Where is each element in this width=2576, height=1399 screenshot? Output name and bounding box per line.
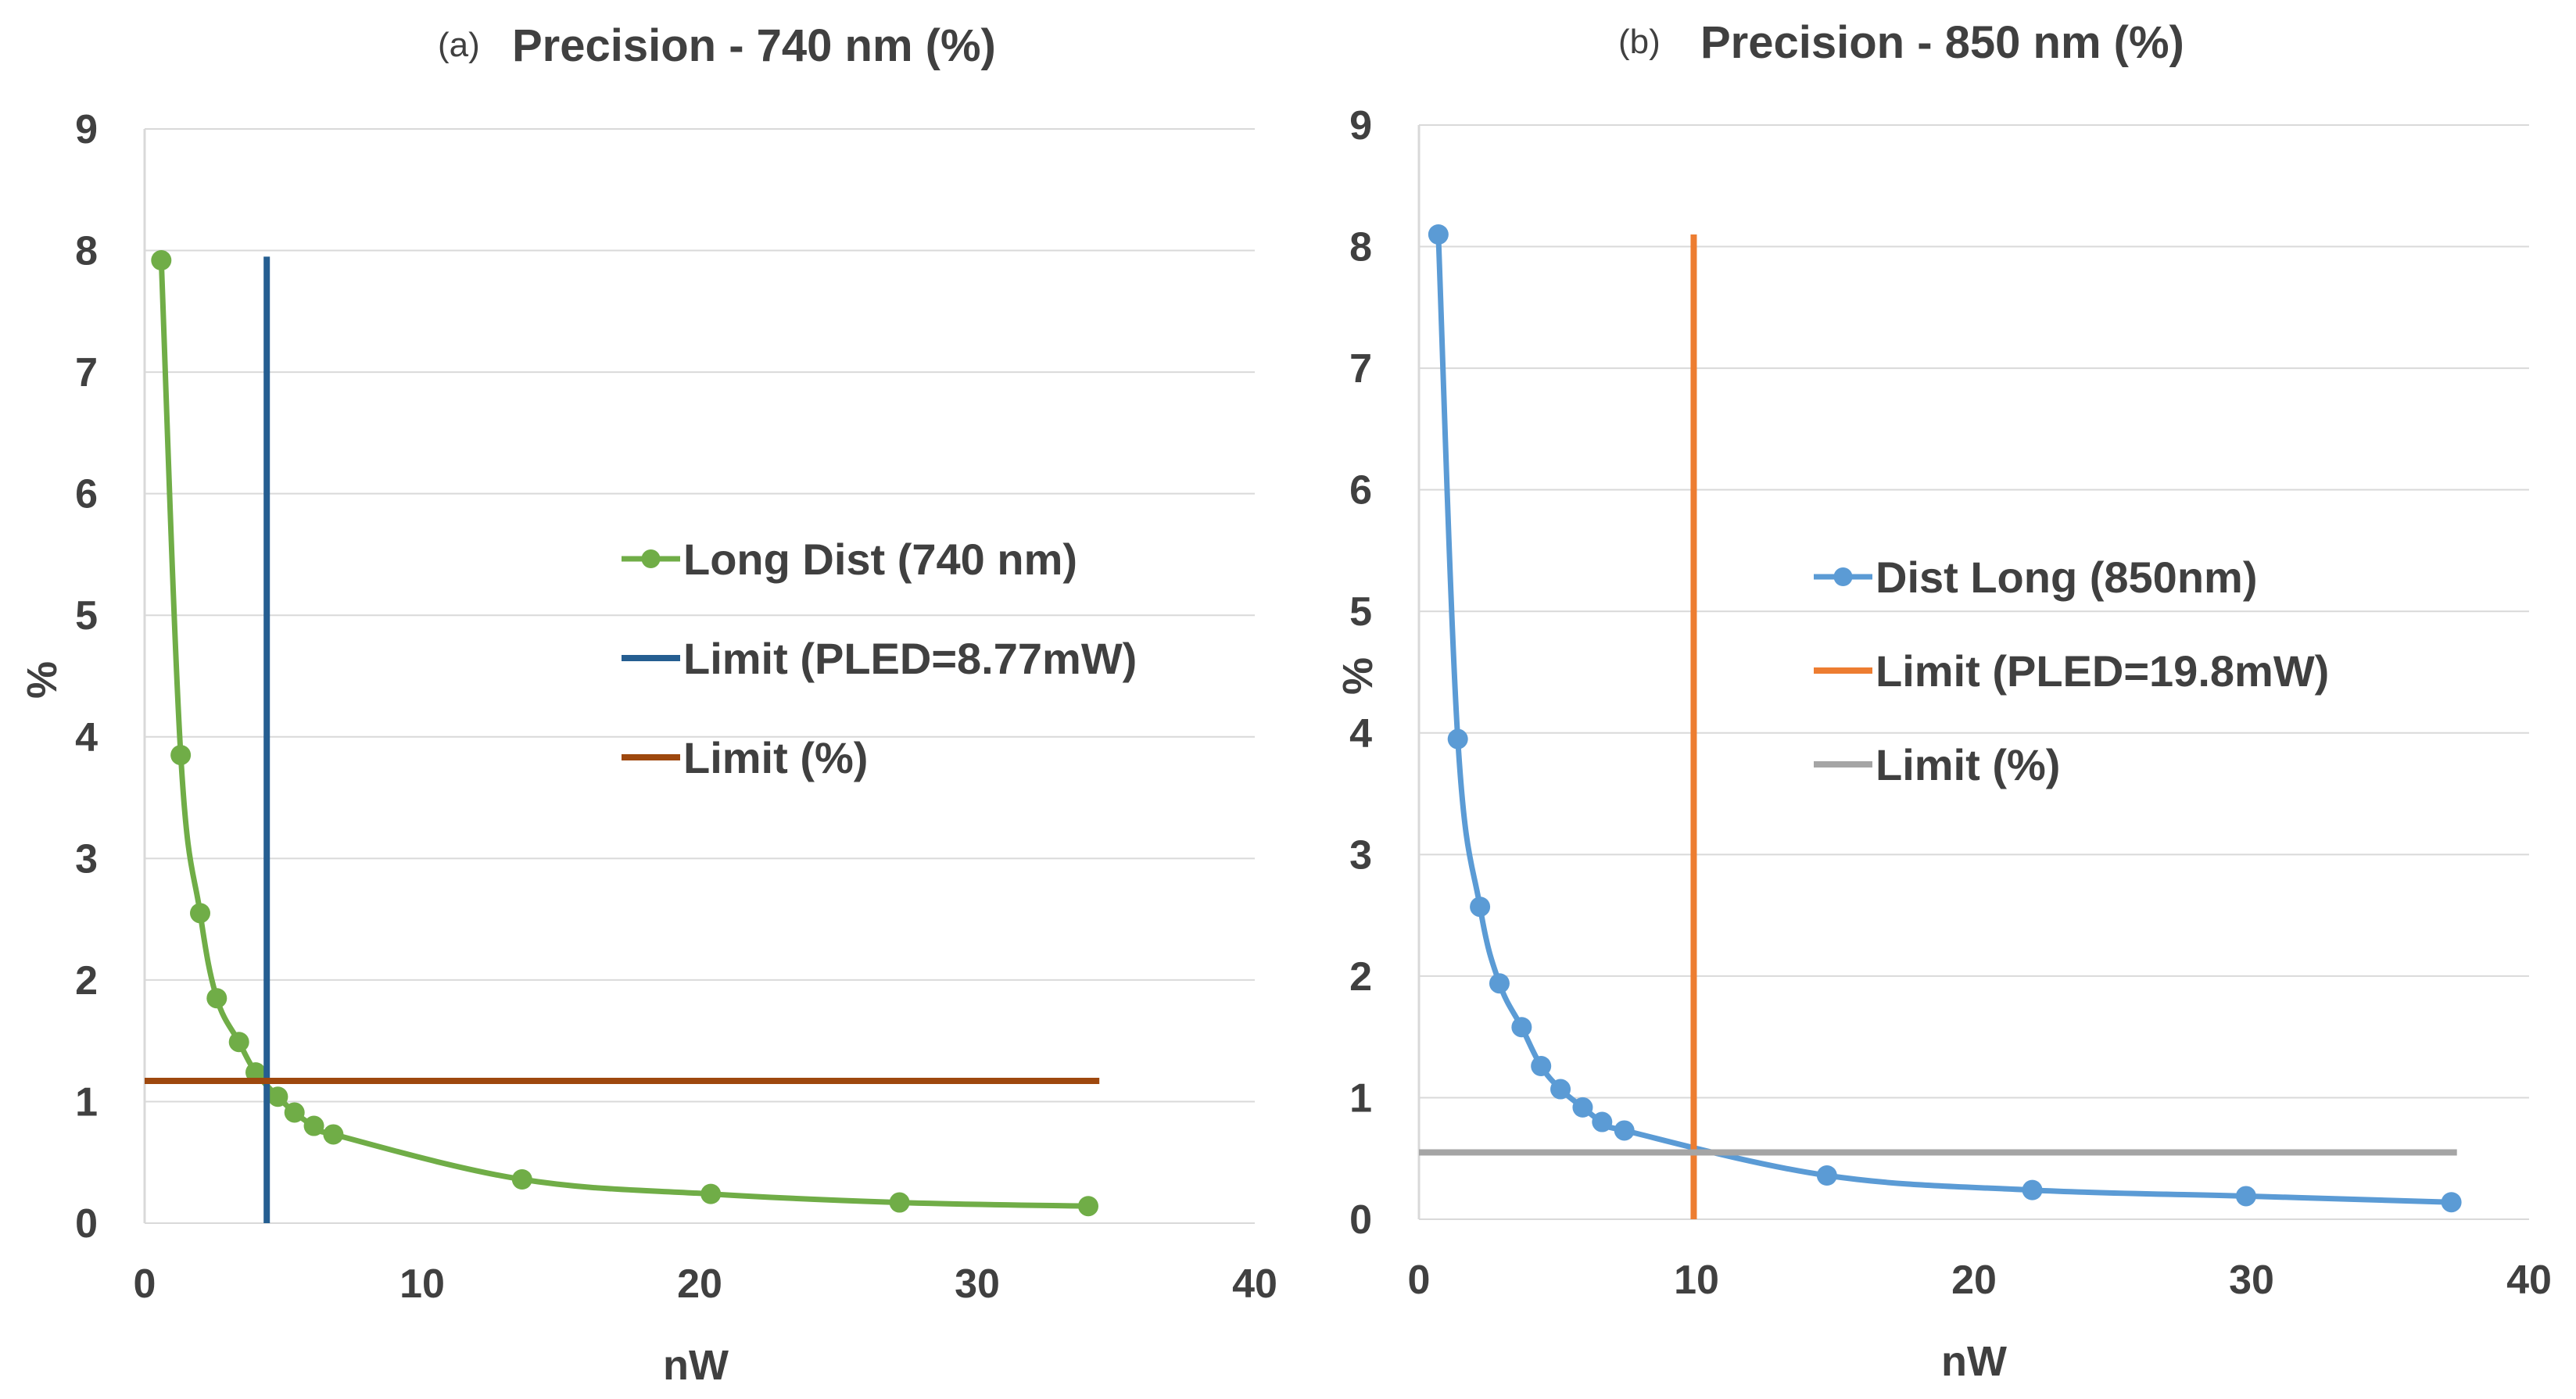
panel-a-y-axis-label: % bbox=[19, 661, 66, 699]
data-point bbox=[700, 1183, 722, 1204]
panel-b-y-tick-label: 5 bbox=[1349, 589, 1372, 635]
data-point bbox=[206, 988, 228, 1009]
panel-b-x-tick-label: 0 bbox=[1408, 1258, 1431, 1303]
data-point bbox=[245, 1062, 266, 1083]
panel-b-x-tick-label: 30 bbox=[2229, 1258, 2274, 1303]
data-point bbox=[1550, 1079, 1571, 1100]
panel-a-x-tick-labels: 0 10 20 30 40 bbox=[134, 1261, 1277, 1307]
data-point bbox=[1816, 1165, 1837, 1186]
data-point bbox=[190, 903, 210, 924]
panel-b-y-tick-label: 2 bbox=[1349, 954, 1372, 1000]
panel-a-y-tick-label: 2 bbox=[75, 958, 98, 1004]
panel-b-y-tick-label: 4 bbox=[1349, 711, 1372, 757]
data-point bbox=[1592, 1111, 1613, 1132]
panel-a-series bbox=[145, 250, 1100, 1223]
panel-a-y-tick-labels: 0 1 2 3 4 5 6 7 8 9 bbox=[75, 107, 98, 1247]
panel-a-x-tick-label: 30 bbox=[955, 1261, 1000, 1307]
chart-panel-b: (b) Precision - 850 nm (%) 0 1 2 3 4 5 6 7 8 9 0 1… bbox=[1335, 17, 2552, 1385]
panel-a-x-axis-label: nW bbox=[663, 1342, 729, 1389]
panel-b-series bbox=[1419, 224, 2462, 1219]
legend-entry-label: Dist Long (850nm) bbox=[1876, 553, 2257, 602]
panel-b-y-tick-label: 0 bbox=[1349, 1197, 1372, 1243]
data-point bbox=[170, 745, 192, 766]
data-point bbox=[1428, 224, 1449, 245]
panel-a-title: Precision - 740 nm (%) bbox=[512, 20, 996, 71]
data-point bbox=[323, 1124, 344, 1145]
data-point bbox=[1078, 1196, 1098, 1217]
panel-a-y-tick-label: 0 bbox=[75, 1201, 98, 1247]
data-point bbox=[284, 1102, 305, 1123]
series-line-1 bbox=[158, 257, 1091, 1209]
panel-b-gridlines bbox=[1417, 124, 2529, 1220]
panel-b-y-axis-label: % bbox=[1335, 657, 1381, 695]
legend-marker bbox=[641, 549, 661, 568]
legend-entry-label: Limit (%) bbox=[683, 733, 868, 782]
data-point bbox=[1531, 1056, 1552, 1076]
panel-b-x-tick-labels: 0 10 20 30 40 bbox=[1408, 1258, 2552, 1303]
panel-a-x-tick-label: 0 bbox=[134, 1261, 156, 1307]
data-point bbox=[228, 1032, 249, 1053]
panel-a-y-tick-label: 1 bbox=[75, 1079, 98, 1125]
data-point bbox=[151, 250, 172, 270]
legend-entry-label: Limit (PLED=8.77mW) bbox=[683, 634, 1137, 683]
panel-b-legend: Dist Long (850nm) Limit (PLED=19.8mW) Limi… bbox=[1814, 553, 2329, 789]
panel-a-y-tick-label: 7 bbox=[75, 350, 98, 395]
legend-entry-label: Limit (%) bbox=[1876, 740, 2060, 789]
data-point bbox=[2441, 1192, 2462, 1213]
legend-marker bbox=[1833, 567, 1853, 586]
panel-b-y-tick-label: 1 bbox=[1349, 1075, 1372, 1121]
panel-b-y-tick-labels: 0 1 2 3 4 5 6 7 8 9 bbox=[1349, 103, 1372, 1243]
panel-b-y-tick-label: 9 bbox=[1349, 103, 1372, 148]
data-point bbox=[1489, 973, 1510, 994]
panel-a-tag: (a) bbox=[438, 26, 480, 64]
panel-b-y-tick-label: 3 bbox=[1349, 832, 1372, 878]
data-point bbox=[511, 1169, 532, 1190]
data-point bbox=[303, 1115, 324, 1136]
panel-a-x-tick-label: 20 bbox=[677, 1261, 722, 1307]
data-point bbox=[1614, 1120, 1635, 1141]
panel-a-y-tick-label: 5 bbox=[75, 593, 98, 639]
panel-a-y-tick-label: 9 bbox=[75, 107, 98, 152]
panel-a-x-tick-label: 10 bbox=[399, 1261, 445, 1307]
series-line-1 bbox=[1435, 231, 2455, 1205]
panel-b-x-tick-label: 10 bbox=[1674, 1258, 1719, 1303]
data-point bbox=[2235, 1186, 2256, 1207]
panel-a-legend: Long Dist (740 nm) Limit (PLED=8.77mW) Lim… bbox=[622, 535, 1137, 782]
panel-a-y-tick-label: 4 bbox=[75, 715, 98, 760]
panel-a-y-tick-label: 6 bbox=[75, 472, 98, 517]
panel-a-y-tick-label: 3 bbox=[75, 836, 98, 882]
panel-b-y-tick-label: 7 bbox=[1349, 346, 1372, 392]
panel-a-x-tick-label: 40 bbox=[1232, 1261, 1277, 1307]
data-point bbox=[889, 1192, 910, 1213]
legend-entry-label: Long Dist (740 nm) bbox=[683, 535, 1077, 584]
panel-a-gridlines bbox=[143, 128, 1255, 1224]
panel-b-y-tick-label: 8 bbox=[1349, 225, 1372, 270]
data-point bbox=[1572, 1097, 1593, 1118]
chart-panel-a: (a) Precision - 740 nm (%) 0 1 2 3 4 5 6 7 8 9 0 1… bbox=[19, 20, 1277, 1389]
data-point bbox=[1447, 728, 1468, 750]
panel-a-y-tick-label: 8 bbox=[75, 229, 98, 274]
panel-b-y-tick-label: 6 bbox=[1349, 468, 1372, 513]
panel-b-title: Precision - 850 nm (%) bbox=[1700, 17, 2184, 68]
data-point bbox=[267, 1086, 288, 1107]
panel-b-tag: (b) bbox=[1618, 23, 1661, 61]
data-point bbox=[1511, 1017, 1532, 1038]
data-point bbox=[2022, 1179, 2043, 1200]
data-point bbox=[1470, 896, 1491, 918]
panel-b-x-axis-label: nW bbox=[1941, 1338, 2007, 1385]
legend-entry-label: Limit (PLED=19.8mW) bbox=[1876, 646, 2329, 696]
panel-b-x-tick-label: 40 bbox=[2506, 1258, 2552, 1303]
panel-b-x-tick-label: 20 bbox=[1951, 1258, 1997, 1303]
